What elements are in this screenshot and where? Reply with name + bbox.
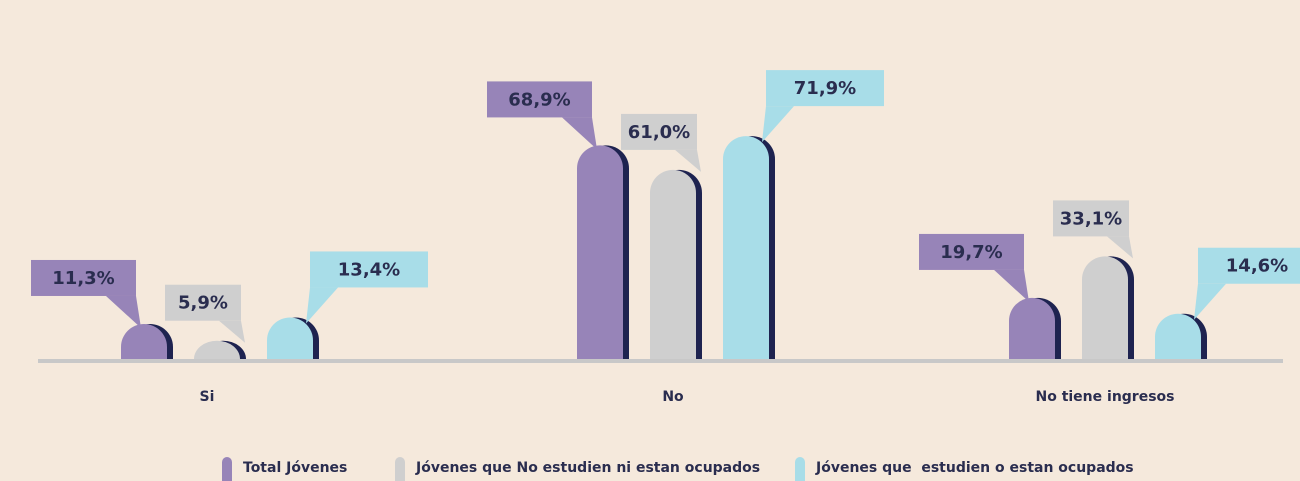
label-pointer (219, 320, 245, 343)
label-box (165, 284, 241, 321)
bar (650, 169, 696, 359)
bar (723, 136, 769, 359)
legend-label: Jóvenes que estudien o estan ocupados (815, 460, 1134, 476)
label-pointer (306, 287, 338, 324)
bar (194, 340, 241, 359)
value-label: 61,0% (628, 122, 690, 143)
label-pointer (1107, 236, 1133, 259)
legend-label: Jóvenes que No estudien ni estan ocupado… (415, 460, 760, 476)
bar (121, 323, 167, 359)
legend-swatch (795, 457, 805, 481)
value-label: 71,9% (794, 78, 856, 99)
bar (577, 145, 623, 359)
label-box (31, 259, 136, 296)
bar (267, 317, 313, 359)
x-tick-label: No tiene ingresos (1035, 389, 1174, 405)
value-label: 5,9% (178, 293, 228, 314)
label-box (766, 70, 884, 107)
x-tick-label: No (662, 389, 684, 405)
value-label: 11,3% (52, 268, 114, 289)
value-label: 33,1% (1060, 208, 1122, 229)
legend-swatch (395, 457, 405, 481)
legend-label: Total Jóvenes (243, 460, 347, 476)
label-box (621, 113, 697, 150)
label-pointer (762, 106, 794, 143)
label-box (1053, 200, 1129, 237)
label-pointer (675, 149, 701, 172)
value-label: 68,9% (508, 89, 570, 110)
bar (1155, 313, 1201, 359)
label-pointer (562, 117, 597, 150)
value-label: 19,7% (940, 242, 1002, 263)
label-pointer (994, 269, 1029, 302)
label-box (487, 81, 592, 118)
legend-swatch (222, 457, 232, 481)
value-label: 13,4% (338, 259, 400, 280)
label-box (1198, 247, 1300, 284)
x-tick-label: Si (200, 389, 215, 405)
bar (1009, 297, 1055, 359)
label-pointer (1194, 283, 1226, 320)
label-pointer (106, 295, 141, 328)
value-label: 14,6% (1226, 256, 1288, 277)
bar (1082, 256, 1128, 359)
label-box (310, 251, 428, 288)
label-box (919, 233, 1024, 270)
